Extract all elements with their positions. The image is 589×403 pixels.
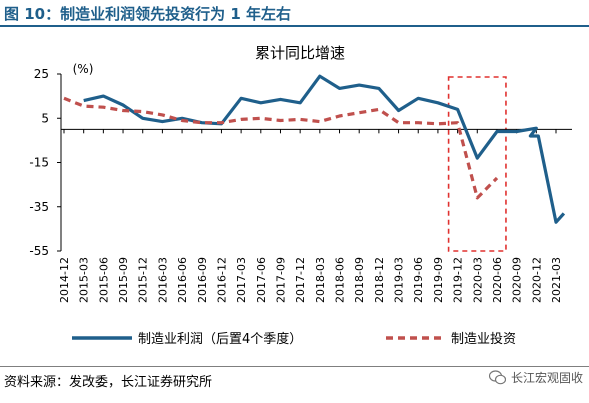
x-tick-label: 2018-03 [314, 257, 327, 303]
figure-title: 图 10：制造业利润领先投资行为 1 年左右 [4, 5, 291, 23]
x-tick-label: 2018-06 [334, 257, 347, 303]
x-tick-label: 2018-12 [373, 257, 386, 303]
y-tick-label: 25 [34, 67, 49, 81]
x-tick-label: 2016-12 [215, 257, 228, 303]
series-line-profit [83, 74, 566, 224]
legend-label-profit: 制造业利润（后置4个季度） [138, 331, 302, 347]
highlight-box [447, 76, 507, 252]
x-tick-label: 2017-09 [274, 257, 287, 303]
x-tick-label: 2019-09 [432, 257, 445, 303]
watermark-label: 长江宏观固收 [510, 371, 583, 385]
x-tick-label: 2016-03 [156, 257, 169, 303]
title-rule [0, 25, 589, 27]
wechat-icon [488, 370, 506, 385]
y-tick-label: -35 [29, 200, 49, 214]
x-tick-label: 2016-09 [196, 257, 209, 303]
x-tick-label: 2021-03 [550, 257, 563, 303]
x-tick-label: 2015-12 [137, 257, 150, 303]
x-tick-label: 2015-03 [78, 257, 91, 303]
x-tick-label: 2015-06 [97, 257, 110, 303]
footer-rule [0, 366, 589, 367]
series-line-investment [63, 96, 499, 200]
x-tick-label: 2020-12 [530, 257, 543, 303]
x-tick-label: 2019-06 [412, 257, 425, 303]
chart: 累计同比增速 (%) 25 5 -15 -35 -55 2014-12 2015-03 20… [29, 44, 572, 347]
watermark: 长江宏观固收 [488, 369, 583, 386]
x-tick-label: 2017-06 [255, 257, 268, 303]
y-axis-unit-label: (%) [73, 62, 94, 76]
x-tick-label: 2017-03 [235, 257, 248, 303]
legend-label-investment: 制造业投资 [451, 331, 516, 347]
y-tick-label: -15 [29, 156, 49, 170]
x-tick-label: 2016-06 [176, 257, 189, 303]
x-tick-label: 2018-09 [353, 257, 366, 303]
y-tick-label: 5 [41, 111, 49, 125]
x-tick-label: 2019-03 [393, 257, 406, 303]
x-tick-label: 2020-09 [511, 257, 524, 303]
source-note: 资料来源：发改委，长江证券研究所 [4, 375, 213, 390]
chart-title: 累计同比增速 [255, 44, 345, 62]
y-tick-label: -55 [29, 244, 49, 258]
x-tick-label: 2019-12 [452, 257, 465, 303]
x-tick-label: 2017-12 [294, 257, 307, 303]
x-tick-label: 2015-09 [117, 257, 130, 303]
x-tick-label: 2020-06 [491, 257, 504, 303]
x-tick-label: 2020-03 [471, 257, 484, 303]
x-tick-label: 2014-12 [58, 257, 71, 303]
